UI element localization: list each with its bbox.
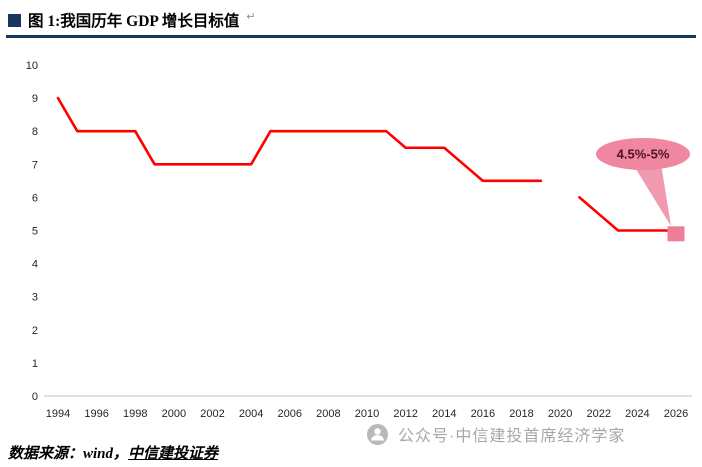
y-tick-label: 9: [32, 93, 38, 105]
endpoint-marker: [667, 225, 685, 241]
x-tick-label: 2022: [587, 408, 611, 420]
x-tick-label: 1996: [84, 408, 108, 420]
paragraph-mark: ↵: [246, 11, 256, 23]
wechat-official-account-icon: [366, 423, 389, 445]
gdp-target-line: [578, 195, 678, 232]
y-tick-label: 4: [32, 258, 38, 270]
figure-title: 图 1:我国历年 GDP 增长目标值: [28, 13, 240, 30]
watermark: 公众号·中信建投首席经济学家: [366, 422, 625, 446]
x-tick-label: 1994: [46, 408, 70, 420]
figure-header: 图 1:我国历年 GDP 增长目标值 ↵: [0, 0, 702, 31]
y-tick-label: 10: [26, 60, 38, 72]
y-tick-label: 1: [32, 357, 38, 369]
title-accent-square: [8, 13, 21, 27]
x-tick-label: 2014: [432, 408, 456, 420]
annotation-tail: [634, 163, 671, 226]
gdp-target-line-chart: 0 1 2 3 4 5 6 7 8 9 10 1994 1996 1998 2000 2002 2004 2006…: [26, 60, 692, 420]
x-tick-label: 2004: [239, 408, 263, 420]
x-tick-label: 2002: [200, 408, 224, 420]
x-tick-label: 2016: [471, 408, 495, 420]
y-tick-label: 0: [32, 391, 38, 403]
annotation-label: 4.5%-5%: [617, 146, 670, 161]
data-source-org: 中信建投证券: [128, 445, 219, 462]
x-tick-label: 2012: [393, 408, 417, 420]
data-source: 数据来源：wind，中信建投证券: [8, 442, 702, 463]
gdp-target-line: [56, 96, 543, 182]
y-tick-label: 2: [32, 324, 38, 336]
x-tick-label: 1998: [123, 408, 147, 420]
x-tick-label: 2024: [625, 408, 649, 420]
x-tick-label: 2026: [664, 408, 688, 420]
y-tick-label: 5: [32, 225, 38, 237]
x-tick-label: 2000: [162, 408, 186, 420]
y-tick-label: 7: [32, 159, 38, 171]
header-divider: [6, 35, 696, 38]
watermark-text: 公众号·中信建投首席经济学家: [398, 428, 626, 445]
x-tick-label: 2008: [316, 408, 340, 420]
y-tick-label: 8: [32, 126, 38, 138]
y-tick-label: 3: [32, 291, 38, 303]
x-tick-label: 2018: [509, 408, 533, 420]
x-tick-label: 2010: [355, 408, 379, 420]
x-tick-label: 2020: [548, 408, 572, 420]
x-tick-label: 2006: [278, 408, 302, 420]
annotation-bubble: [596, 137, 690, 170]
data-source-prefix: 数据来源：wind，: [8, 445, 129, 462]
y-tick-label: 6: [32, 192, 38, 204]
